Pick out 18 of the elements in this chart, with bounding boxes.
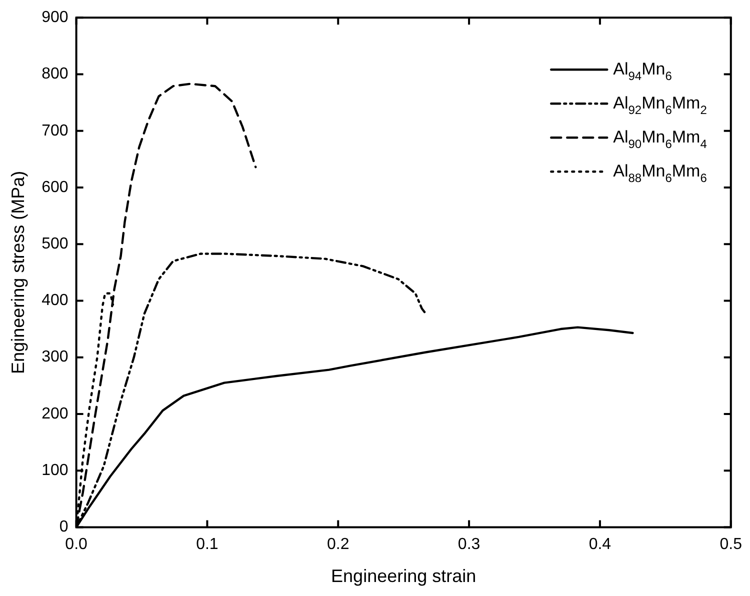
x-axis-title: Engineering strain	[331, 566, 476, 586]
y-tick-label: 300	[42, 348, 68, 366]
x-tick-label: 0.3	[458, 536, 480, 554]
x-tick-label: 0.4	[588, 536, 612, 554]
y-tick-label: 100	[42, 462, 68, 479]
y-tick-label: 400	[42, 292, 68, 310]
x-tick-label: 0.5	[720, 536, 742, 554]
y-tick-label: 700	[42, 122, 68, 140]
y-tick-label: 0	[59, 518, 68, 536]
x-tick-label: 0.2	[327, 536, 350, 554]
y-tick-label: 200	[42, 405, 68, 422]
x-tick-label: 0.0	[65, 536, 88, 554]
y-tick-label: 600	[42, 178, 68, 196]
y-tick-label: 500	[42, 235, 68, 252]
x-tick-label: 0.1	[196, 536, 218, 554]
y-tick-label: 800	[42, 66, 68, 83]
y-tick-label: 900	[42, 9, 68, 26]
y-axis-title: Engineering stress (MPa)	[8, 170, 28, 374]
